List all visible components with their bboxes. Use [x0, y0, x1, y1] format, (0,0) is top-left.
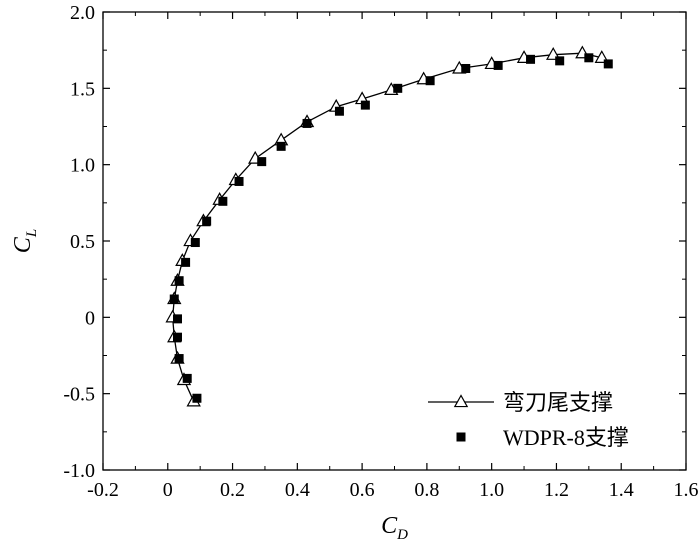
legend-entry-1: 弯刀尾支撑 [428, 390, 613, 415]
series-1 [166, 47, 608, 406]
x-axis-title-main: C [381, 513, 398, 539]
legend-marker-square [457, 433, 466, 442]
x-tick-label: 1.2 [544, 479, 569, 501]
y-tick-label: 1.0 [70, 155, 95, 177]
data-point [191, 238, 200, 247]
x-axis-title: CD [381, 513, 408, 543]
data-point [277, 142, 286, 151]
legend-label: 弯刀尾支撑 [503, 390, 613, 415]
data-point [192, 394, 201, 403]
y-tick-label: 1.5 [70, 78, 95, 100]
y-tick-label: 0.5 [70, 231, 95, 253]
y-tick-label: -1.0 [63, 460, 95, 482]
x-tick-label: 0.6 [350, 479, 375, 501]
data-point [361, 101, 370, 110]
legend-entry-2: WDPR-8支撑 [457, 425, 629, 450]
data-point [173, 333, 182, 342]
data-point [173, 314, 182, 323]
data-point [335, 107, 344, 116]
x-tick-label: 0.8 [414, 479, 439, 501]
data-point [218, 197, 227, 206]
y-tick-label: 2.0 [70, 2, 95, 24]
data-point [604, 59, 613, 68]
data-point [461, 64, 470, 73]
series-line [173, 53, 602, 401]
y-tick-label: -0.5 [63, 384, 95, 406]
y-axis-title: CL [10, 229, 40, 253]
x-tick-label: 0 [163, 479, 173, 501]
data-point [170, 295, 179, 304]
x-tick-label: -0.2 [87, 479, 119, 501]
x-tick-label: 0.4 [285, 479, 310, 501]
data-point [526, 55, 535, 64]
data-point [183, 374, 192, 383]
data-point [257, 157, 266, 166]
legend-label: WDPR-8支撑 [503, 425, 629, 450]
y-tick-label: 0 [85, 307, 95, 329]
y-axis-title-main: C [10, 236, 36, 253]
legend-marker-triangle [455, 396, 467, 407]
data-point [584, 53, 593, 62]
x-tick-label: 0.2 [220, 479, 245, 501]
x-tick-label: 1.0 [479, 479, 504, 501]
data-point [426, 76, 435, 85]
series-2 [170, 53, 613, 402]
data-point [175, 276, 184, 285]
data-point [494, 61, 503, 70]
plot-series [166, 47, 612, 406]
data-point [555, 56, 564, 65]
legend: 弯刀尾支撑 WDPR-8支撑 [428, 390, 629, 450]
x-tick-label: 1.4 [609, 479, 634, 501]
data-point [303, 119, 312, 128]
x-tick-label: 1.6 [674, 479, 699, 501]
data-point [181, 258, 190, 267]
x-axis-title-sub: D [396, 527, 408, 543]
data-point [175, 354, 184, 363]
data-point [202, 217, 211, 226]
y-axis-title-sub: L [24, 229, 40, 238]
data-point [235, 177, 244, 186]
data-point [393, 84, 402, 93]
